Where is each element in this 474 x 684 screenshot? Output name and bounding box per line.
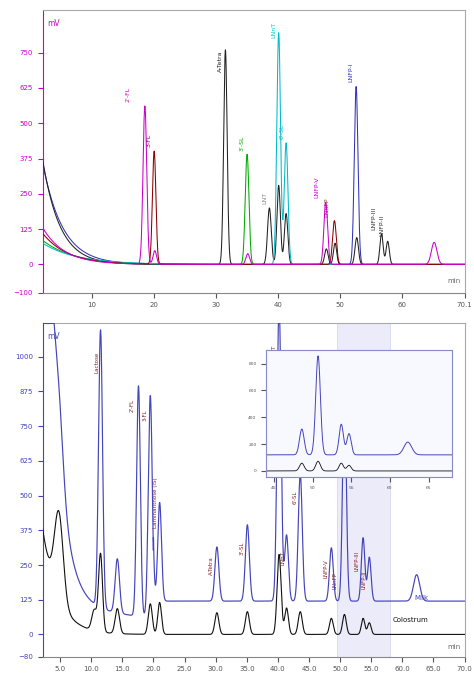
Text: 3'-SL: 3'-SL xyxy=(240,136,245,151)
Text: LNFP-II: LNFP-II xyxy=(362,571,367,590)
Text: LNnFP: LNnFP xyxy=(325,198,329,217)
Text: mV: mV xyxy=(48,332,60,341)
Text: A-Tetra: A-Tetra xyxy=(209,556,214,575)
Text: 3-FL: 3-FL xyxy=(147,134,152,147)
Text: LNnFP: LNnFP xyxy=(333,572,337,589)
Text: LNFP-III: LNFP-III xyxy=(355,551,359,570)
Text: LNnT: LNnT xyxy=(280,551,285,565)
Text: Laminaritnose (IS): Laminaritnose (IS) xyxy=(153,477,158,527)
Text: LNFP-III: LNFP-III xyxy=(372,207,376,230)
Text: Colostrum: Colostrum xyxy=(393,617,428,623)
Text: 3-FL: 3-FL xyxy=(143,409,148,421)
Text: mV: mV xyxy=(48,18,60,28)
Text: LNFP-II: LNFP-II xyxy=(379,215,384,236)
Text: A-Tetra: A-Tetra xyxy=(218,51,223,73)
Text: LNT: LNT xyxy=(271,345,276,356)
Text: LNnT: LNnT xyxy=(271,23,276,38)
Text: LNFP-V: LNFP-V xyxy=(324,559,329,577)
Text: 2'-FL: 2'-FL xyxy=(130,399,135,412)
Text: LNFP-I: LNFP-I xyxy=(348,63,353,82)
Text: 3'-SL: 3'-SL xyxy=(240,542,245,555)
Text: min: min xyxy=(447,278,460,284)
Text: LNT: LNT xyxy=(262,192,267,204)
Text: 2'-FL: 2'-FL xyxy=(126,87,131,102)
Text: min: min xyxy=(447,644,460,650)
Text: Milk: Milk xyxy=(415,594,429,601)
Bar xyxy=(337,301,390,657)
Text: LNFP-I: LNFP-I xyxy=(337,410,342,428)
Text: 6'-SL: 6'-SL xyxy=(293,490,298,504)
Text: LNFP-V: LNFP-V xyxy=(315,176,319,198)
Text: 6'-SL: 6'-SL xyxy=(279,123,284,139)
Text: Lactose: Lactose xyxy=(95,352,100,373)
